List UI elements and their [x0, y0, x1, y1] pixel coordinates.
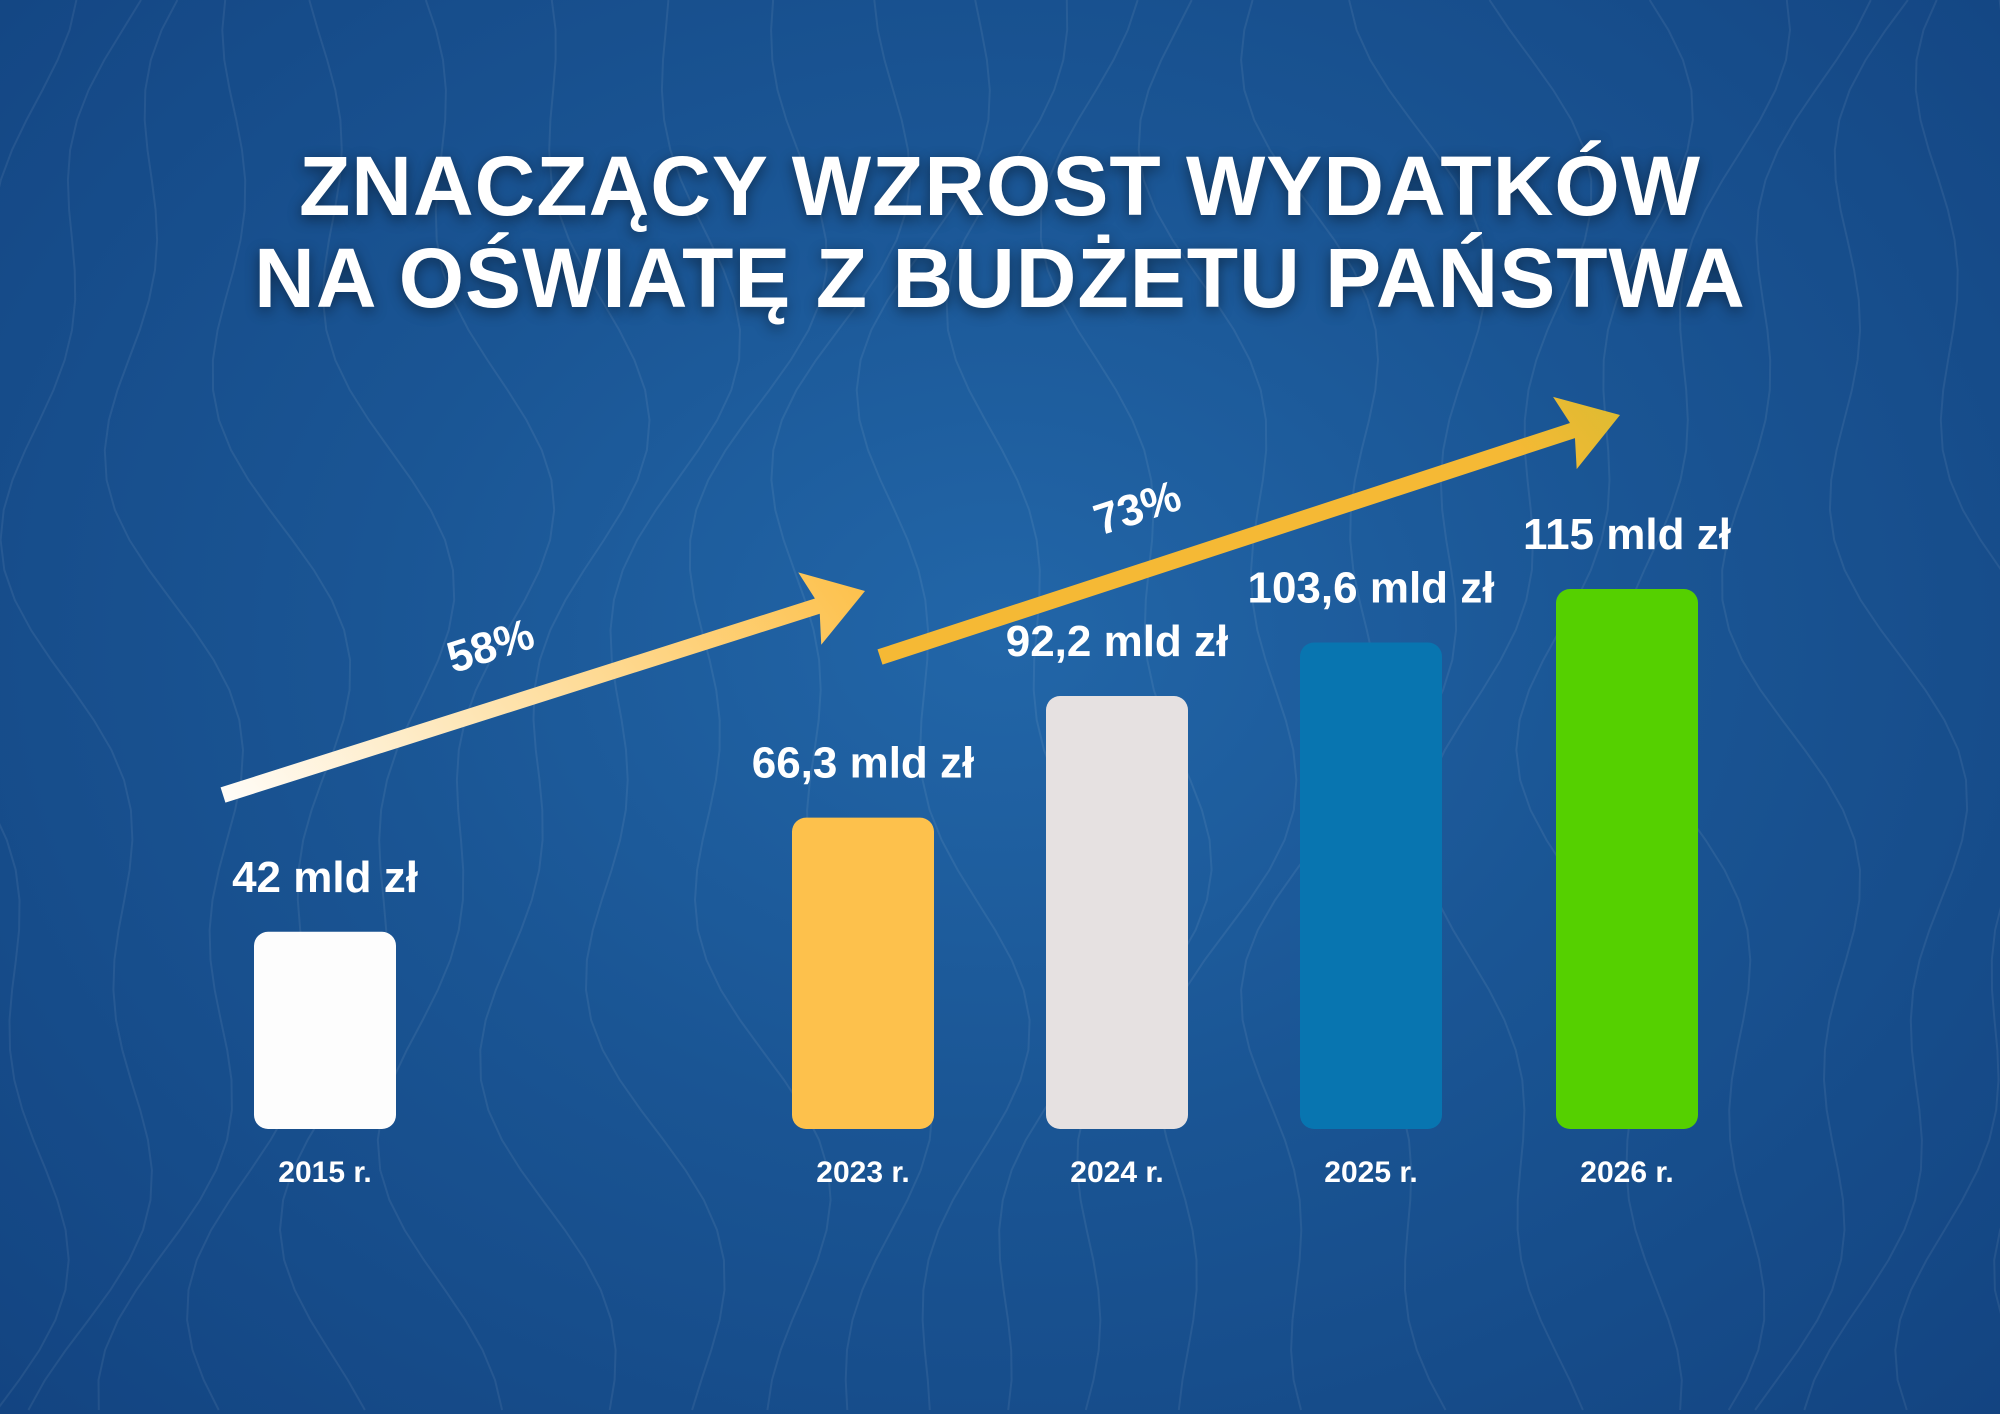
growth-arrow: [877, 396, 1620, 665]
value-label: 42 mld zł: [232, 853, 418, 902]
bar-2025r: [1300, 642, 1442, 1129]
year-label: 2025 r.: [1324, 1156, 1417, 1189]
value-label: 66,3 mld zł: [752, 739, 975, 788]
growth-arrow: [220, 572, 866, 803]
growth-percent-label: 73%: [1088, 471, 1187, 545]
title-line-1: ZNACZĄCY WZROST WYDATKÓW: [298, 139, 1702, 233]
growth-percent-label: 58%: [441, 609, 540, 682]
page-title: ZNACZĄCY WZROST WYDATKÓW NA OŚWIATĘ Z BU…: [0, 140, 2000, 324]
title-line-2: NA OŚWIATĘ Z BUDŻETU PAŃSTWA: [254, 231, 1746, 325]
bar-2015r: [254, 931, 396, 1129]
year-label: 2023 r.: [816, 1156, 909, 1189]
year-label: 2024 r.: [1070, 1156, 1163, 1189]
bar-2023r: [792, 817, 934, 1129]
value-label: 92,2 mld zł: [1006, 617, 1229, 666]
year-label: 2015 r.: [278, 1156, 371, 1189]
value-label: 103,6 mld zł: [1247, 564, 1494, 613]
value-label: 115 mld zł: [1523, 510, 1731, 559]
bar-2024r: [1046, 696, 1188, 1129]
bar-2026r: [1556, 589, 1698, 1129]
year-label: 2026 r.: [1580, 1156, 1673, 1189]
